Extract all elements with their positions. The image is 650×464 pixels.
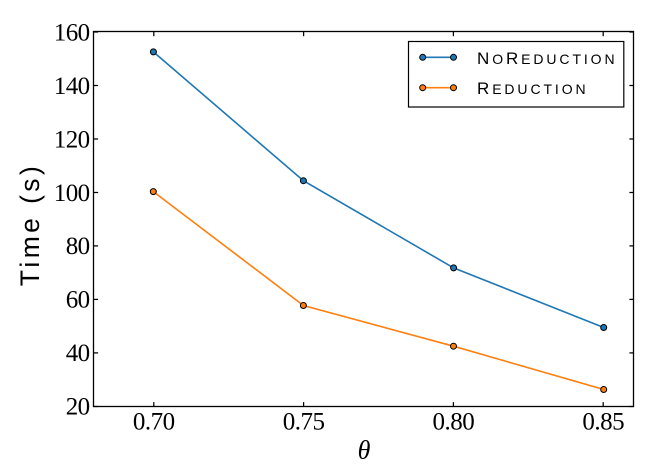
svg-text:80: 80 bbox=[66, 233, 90, 260]
svg-text:120: 120 bbox=[54, 126, 90, 153]
svg-text:40: 40 bbox=[66, 340, 90, 367]
svg-text:0.70: 0.70 bbox=[133, 409, 175, 436]
svg-text:0.75: 0.75 bbox=[283, 409, 325, 436]
svg-text:140: 140 bbox=[54, 73, 90, 100]
svg-text:60: 60 bbox=[66, 287, 90, 314]
svg-text:20: 20 bbox=[66, 394, 90, 421]
svg-text:Time (s): Time (s) bbox=[15, 163, 45, 286]
svg-text:θ: θ bbox=[358, 436, 371, 464]
svg-text:REDUCTION: REDUCTION bbox=[477, 79, 589, 98]
svg-text:100: 100 bbox=[54, 180, 90, 207]
svg-text:0.80: 0.80 bbox=[433, 409, 475, 436]
svg-text:0.85: 0.85 bbox=[582, 409, 624, 436]
svg-text:160: 160 bbox=[54, 19, 90, 46]
svg-text:NOREDUCTION: NOREDUCTION bbox=[477, 49, 617, 68]
